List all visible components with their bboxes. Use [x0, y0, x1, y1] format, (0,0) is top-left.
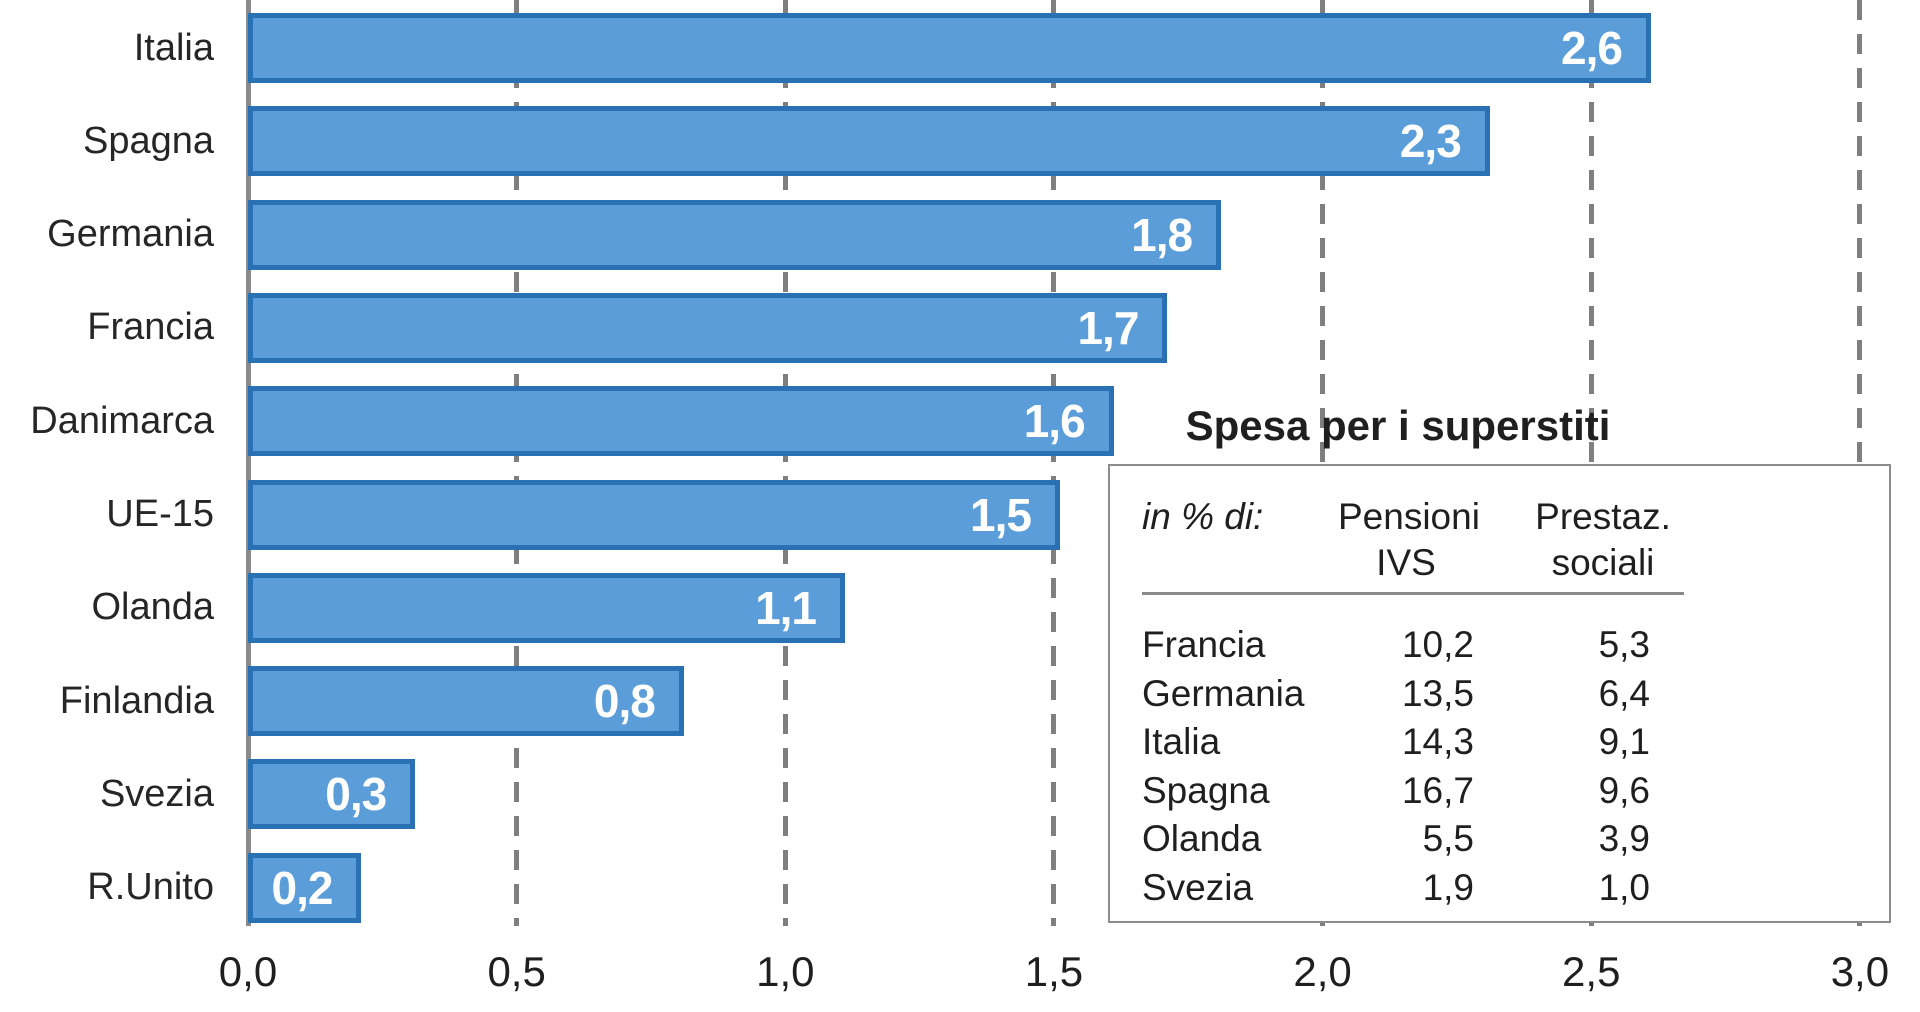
table-cell-prestaz-sociali: 5,3 [1598, 624, 1650, 665]
table-cell-pensioni-ivs: 16,7 [1401, 769, 1474, 811]
category-label-germania: Germania [47, 213, 214, 256]
table-row-label: Germania [1142, 672, 1305, 714]
category-label-danimarca: Danimarca [30, 399, 214, 442]
table-cell-prestaz-sociali: 6,4 [1598, 672, 1650, 714]
category-label-italia: Italia [133, 26, 214, 69]
bar-spagna: 2,3 [248, 106, 1490, 177]
category-label-olanda: Olanda [91, 586, 214, 629]
bar-ue-15: 1,5 [248, 479, 1060, 550]
x-axis-tick-label: 1,5 [1024, 948, 1084, 995]
inset-table-body: Francia 10,2 5,3 Germania 13,5 6,4 Italia 14,3 9… [1142, 621, 1862, 913]
table-row-label: Olanda [1142, 818, 1262, 860]
bar-value-label: 0,3 [325, 768, 387, 821]
x-axis-tick-label: 2,0 [1293, 948, 1352, 995]
category-label-ue-15: UE-15 [106, 493, 214, 535]
gridline-1,5 [1051, 0, 1057, 926]
table-cell-pensioni-ivs: 14,3 [1401, 721, 1474, 763]
bar-olanda: 1,1 [248, 572, 846, 643]
category-label-spagna: Spagna [82, 119, 214, 162]
table-cell-prestaz-sociali: 1,0 [1598, 866, 1650, 908]
bar-germania: 1,8 [248, 199, 1222, 270]
category-label-r-unito: R.Unito [87, 866, 214, 909]
x-axis-tick-label: 1,0 [756, 948, 815, 995]
bar-value-label: 0,8 [593, 675, 656, 728]
bar-value-label: 1,1 [755, 581, 817, 634]
col2-header-line1: Pensioni [1338, 496, 1480, 537]
table-cell-prestaz-sociali: 9,6 [1598, 769, 1650, 811]
bar-value-label: 1,8 [1131, 208, 1193, 261]
inset-table-col1-header: in % di: [1142, 496, 1264, 537]
gridline-1,0 [782, 0, 788, 926]
table-cell-pensioni-ivs: 5,5 [1422, 818, 1474, 860]
bar-value-label: 0,2 [271, 861, 334, 914]
bar-danimarca: 1,6 [248, 386, 1114, 457]
table-cell-prestaz-sociali: 9,1 [1598, 721, 1650, 763]
col3-header-line1: Prestaz. [1535, 496, 1671, 537]
gridline-2,5 [1588, 0, 1594, 926]
inset-table-box: in % di: Pensioni IVS Prestaz. sociali F… [1108, 464, 1891, 923]
x-axis-tick-label: 2,5 [1562, 948, 1621, 995]
table-row-label: Spagna [1142, 769, 1270, 811]
bar-italia: 2,6 [248, 13, 1651, 83]
category-label-finlandia: Finlandia [59, 679, 214, 722]
gridline-2,0 [1320, 0, 1326, 926]
bar-value-label: 2,6 [1561, 22, 1623, 74]
table-cell-pensioni-ivs: 1,9 [1422, 866, 1474, 908]
inset-table-header-rule [1142, 592, 1684, 595]
table-cell-pensioni-ivs: 13,5 [1401, 672, 1474, 714]
gridline-0,5 [514, 0, 520, 926]
inset-table-col2-header: Pensioni IVS [1338, 494, 1480, 586]
gridline-3,0 [1857, 0, 1863, 926]
bar-value-label: 1,5 [969, 488, 1032, 541]
inset-table-title: Spesa per i superstiti [1185, 402, 1611, 449]
category-label-francia: Francia [87, 306, 214, 349]
table-row-label: Italia [1142, 721, 1221, 763]
bar-value-label: 1,7 [1077, 301, 1139, 354]
inset-table: in % di: Pensioni IVS Prestaz. sociali F… [1142, 494, 1862, 913]
bar-svezia: 0,3 [248, 759, 416, 830]
bar-value-label: 2,3 [1399, 115, 1462, 168]
bar-r-unito: 0,2 [248, 852, 362, 923]
y-axis-line [246, 0, 251, 926]
table-row-label: Francia [1142, 624, 1266, 665]
bar-finlandia: 0,8 [248, 666, 684, 737]
inset-table-header: in % di: Pensioni IVS Prestaz. sociali [1142, 494, 1862, 586]
bar-value-label: 1,6 [1023, 395, 1086, 448]
x-axis-tick-label: 3,0 [1830, 948, 1890, 995]
x-axis-tick-label: 0,0 [218, 948, 278, 995]
table-row-label: Svezia [1142, 866, 1254, 908]
table-cell-prestaz-sociali: 3,9 [1598, 818, 1650, 860]
inset-table-col3-header: Prestaz. sociali [1510, 494, 1696, 586]
category-label-svezia: Svezia [99, 772, 214, 815]
col3-header-line2: sociali [1551, 542, 1655, 583]
table-cell-pensioni-ivs: 10,2 [1401, 624, 1474, 665]
x-axis-tick-label: 0,5 [487, 948, 546, 995]
bar-francia: 1,7 [248, 292, 1168, 363]
col2-header-line2: IVS [1376, 542, 1436, 583]
